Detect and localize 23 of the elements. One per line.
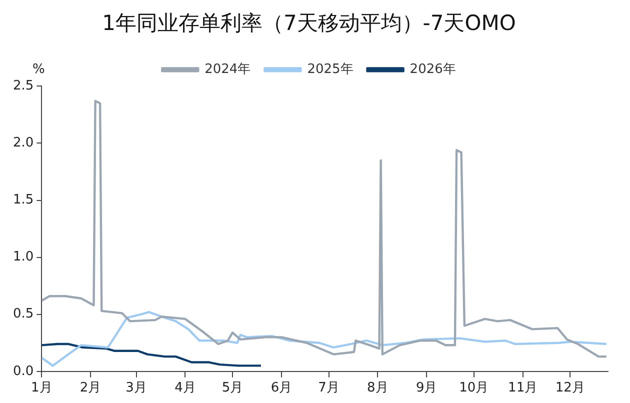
- x-tick-label: 10月: [459, 380, 489, 396]
- x-tick-label: 5月: [222, 380, 244, 396]
- y-axis-title: %: [32, 62, 45, 78]
- y-tick-label: 2.5: [12, 78, 34, 94]
- chart-title: 1年同业存单利率（7天移动平均）-7天OMO: [102, 11, 516, 36]
- x-tick-label: 3月: [126, 380, 147, 396]
- x-tick-label: 1月: [31, 380, 52, 396]
- x-tick-label: 2月: [80, 380, 102, 396]
- legend-label: 2024年: [204, 62, 251, 78]
- y-tick-label: 1.0: [12, 250, 34, 265]
- legend-label: 2026年: [410, 62, 456, 78]
- x-tick-label: 8月: [367, 380, 388, 396]
- x-tick-label: 11月: [508, 380, 538, 396]
- y-tick-label: 0.0: [12, 364, 34, 379]
- x-tick-label: 4月: [174, 380, 196, 396]
- legend-label: 2025年: [307, 62, 354, 78]
- x-tick-label: 12月: [555, 380, 585, 396]
- x-tick-label: 6月: [270, 380, 292, 396]
- y-tick-label: 0.5: [12, 306, 34, 322]
- x-tick-label: 7月: [318, 380, 340, 396]
- x-tick-label: 9月: [416, 380, 438, 396]
- y-tick-label: 1.5: [12, 192, 34, 208]
- y-tick-label: 2.0: [12, 136, 34, 151]
